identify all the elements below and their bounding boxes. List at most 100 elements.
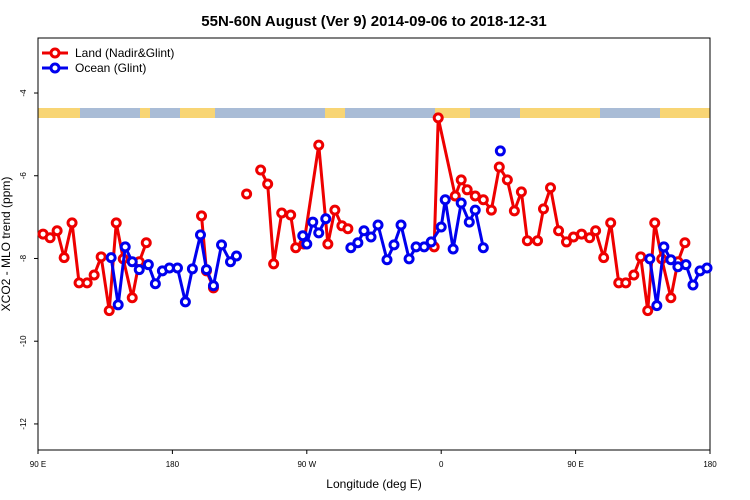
data-point [620, 277, 632, 289]
data-point [285, 209, 297, 221]
data-point [679, 237, 691, 249]
y-tick-label: -12 [19, 418, 28, 430]
data-point [665, 254, 677, 266]
data-point [290, 242, 302, 254]
data-point [81, 277, 93, 289]
data-point [515, 186, 527, 198]
data-point [463, 216, 475, 228]
data-point [477, 194, 489, 206]
data-point [95, 251, 107, 263]
data-point [133, 264, 145, 276]
data-point [425, 236, 437, 248]
data-point [200, 264, 212, 276]
data-point [307, 216, 319, 228]
data-point [207, 280, 219, 292]
data-point [447, 243, 459, 255]
data-point [186, 263, 198, 275]
data-point [521, 235, 533, 247]
data-point [58, 252, 70, 264]
data-point [262, 178, 274, 190]
data-point [66, 217, 78, 229]
data-point [642, 305, 654, 317]
legend-marker [49, 62, 61, 74]
data-point [381, 254, 393, 266]
data-point [142, 259, 154, 271]
data-point [119, 241, 131, 253]
data-point [230, 250, 242, 262]
data-point [435, 221, 447, 233]
data-point [494, 145, 506, 157]
data-point [149, 278, 161, 290]
data-point [276, 207, 288, 219]
data-point [605, 217, 617, 229]
data-point [501, 174, 513, 186]
data-point [112, 299, 124, 311]
data-point [532, 235, 544, 247]
data-point [196, 210, 208, 222]
data-point [545, 182, 557, 194]
data-point [455, 197, 467, 209]
data-point [297, 230, 309, 242]
data-point [126, 256, 138, 268]
x-tick-label: 90 E [30, 460, 46, 469]
data-point [449, 190, 461, 202]
data-point [576, 228, 588, 240]
x-tick-label: 180 [166, 460, 180, 469]
map-strip [38, 108, 710, 118]
data-point [508, 205, 520, 217]
y-axis-label: XCO2 - MLO trend (ppm) [0, 177, 13, 312]
data-point [598, 252, 610, 264]
data-point [687, 279, 699, 291]
data-point [432, 112, 444, 124]
data-point [388, 239, 400, 251]
y-tick-label: -6 [19, 172, 28, 180]
data-point [628, 269, 640, 281]
x-tick-label: 0 [439, 460, 444, 469]
data-point [320, 213, 332, 225]
data-point [313, 227, 325, 239]
data-point [313, 139, 325, 151]
legend-label: Ocean (Glint) [75, 61, 146, 75]
data-point [584, 232, 596, 244]
data-point [590, 225, 602, 237]
data-point [241, 188, 253, 200]
data-point [140, 237, 152, 249]
data-point [103, 305, 115, 317]
data-point [665, 292, 677, 304]
data-point [365, 231, 377, 243]
y-tick-label: -4 [19, 89, 28, 97]
data-point [493, 161, 505, 173]
data-point [88, 269, 100, 281]
data-point [372, 219, 384, 231]
data-point [469, 204, 481, 216]
x-tick-label: 180 [703, 460, 717, 469]
data-point [455, 174, 467, 186]
data-point [322, 238, 334, 250]
data-point [651, 300, 663, 312]
data-point [439, 194, 451, 206]
data-point [403, 253, 415, 265]
data-point [268, 258, 280, 270]
data-point [553, 225, 565, 237]
series-line [42, 116, 687, 313]
data-point [171, 262, 183, 274]
data-point [395, 219, 407, 231]
data-point [255, 164, 267, 176]
plot-frame [37, 37, 711, 451]
data-point [658, 241, 670, 253]
data-point [126, 292, 138, 304]
data-point [680, 259, 692, 271]
data-point [485, 204, 497, 216]
data-point [329, 204, 341, 216]
chart-title: 55N-60N August (Ver 9) 2014-09-06 to 201… [201, 13, 546, 30]
data-point [301, 238, 313, 250]
data-point [51, 225, 63, 237]
data-point [216, 239, 228, 251]
legend-marker [49, 47, 61, 59]
data-point [110, 217, 122, 229]
data-point [469, 190, 481, 202]
data-point [179, 296, 191, 308]
data-point [194, 229, 206, 241]
